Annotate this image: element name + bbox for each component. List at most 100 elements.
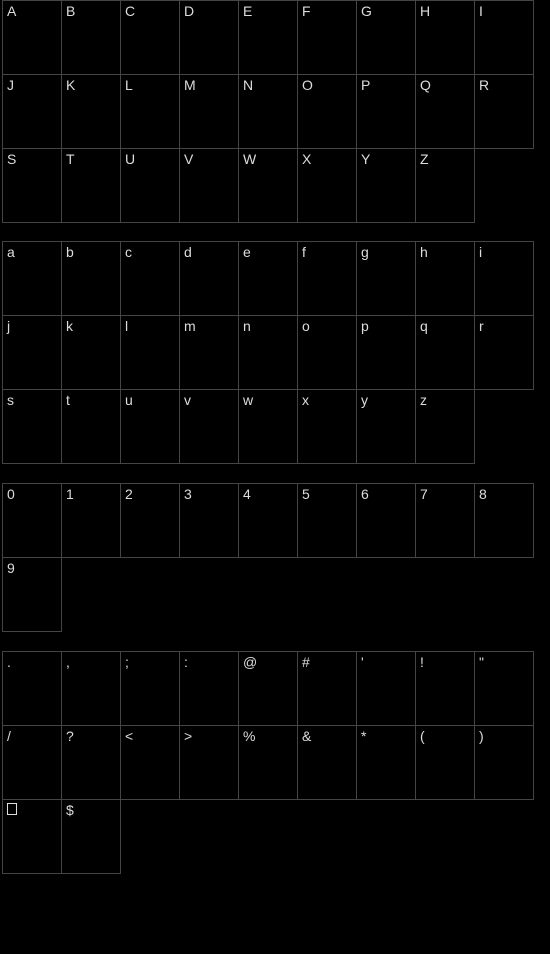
glyph-label: Q [420,78,431,92]
glyph-label: g [361,245,369,259]
glyph-cell: 4 [238,483,298,558]
glyph-cell: $ [61,799,121,874]
glyph-label: d [184,245,192,259]
glyph-cell: e [238,241,298,316]
glyph-cell: t [61,389,121,464]
glyph-cell: / [2,725,62,800]
glyph-label: . [7,655,11,669]
glyph-label: i [479,245,482,259]
glyph-cell: M [179,74,239,149]
glyph-cell: a [2,241,62,316]
glyph-label: 3 [184,487,192,501]
glyph-cell: C [120,0,180,75]
glyph-label: N [243,78,253,92]
glyph-label: j [7,319,10,333]
glyph-cell: G [356,0,416,75]
glyph-label: S [7,152,16,166]
glyph-cell: 0 [2,483,62,558]
glyph-cell: & [297,725,357,800]
glyph-cell: J [2,74,62,149]
glyph-cell: " [474,651,534,726]
glyph-label: b [66,245,74,259]
glyph-cell: 2 [120,483,180,558]
missing-glyph-icon [7,803,17,815]
glyph-cell: 6 [356,483,416,558]
glyph-cell: S [2,148,62,223]
glyph-label: J [7,78,14,92]
glyph-cell: w [238,389,298,464]
glyph-cell: ( [415,725,475,800]
glyph-cell: F [297,0,357,75]
glyph-label: 8 [479,487,487,501]
glyph-label: f [302,245,306,259]
glyph-label: U [125,152,135,166]
glyph-cell: v [179,389,239,464]
glyph-label: 9 [7,561,15,575]
glyph-cell: 1 [61,483,121,558]
glyph-label: F [302,4,311,18]
glyph-label: " [479,655,484,669]
glyph-label: ( [420,729,425,743]
glyph-cell: # [297,651,357,726]
glyph-cell: % [238,725,298,800]
glyph-cell: q [415,315,475,390]
glyph-cell: g [356,241,416,316]
glyph-cell: ; [120,651,180,726]
glyph-label: ; [125,655,129,669]
glyph-label: 1 [66,487,74,501]
uppercase-section: ABCDEFGHIJKLMNOPQRSTUVWXYZ [3,1,543,223]
glyph-label: n [243,319,251,333]
glyph-label: V [184,152,193,166]
glyph-cell: I [474,0,534,75]
glyph-label: p [361,319,369,333]
glyph-cell: W [238,148,298,223]
glyph-cell: N [238,74,298,149]
glyph-cell: > [179,725,239,800]
glyph-cell: . [2,651,62,726]
glyph-label: # [302,655,310,669]
glyph-label: X [302,152,311,166]
glyph-label: z [420,393,427,407]
glyph-cell: 9 [2,557,62,632]
glyph-cell: T [61,148,121,223]
glyph-cell: U [120,148,180,223]
glyph-label: G [361,4,372,18]
glyph-cell: O [297,74,357,149]
glyph-label: e [243,245,251,259]
glyph-label: > [184,729,192,743]
glyph-cell: ' [356,651,416,726]
glyph-cell: m [179,315,239,390]
glyph-cell: Y [356,148,416,223]
glyph-cell: p [356,315,416,390]
glyph-label: l [125,319,128,333]
glyph-cell: x [297,389,357,464]
glyph-label: s [7,393,14,407]
glyph-label: K [66,78,75,92]
glyph-cell: ! [415,651,475,726]
glyph-label: c [125,245,132,259]
glyph-cell: L [120,74,180,149]
glyph-cell: u [120,389,180,464]
glyph-label: R [479,78,489,92]
glyph-label: u [125,393,133,407]
glyph-label: < [125,729,133,743]
glyph-cell: Q [415,74,475,149]
digits-section: 0123456789 [3,484,543,632]
glyph-label: k [66,319,73,333]
glyph-label: C [125,4,135,18]
glyph-label: E [243,4,252,18]
glyph-label [7,803,17,817]
glyph-cell: ? [61,725,121,800]
glyph-cell: z [415,389,475,464]
glyph-cell: 5 [297,483,357,558]
glyph-label: 2 [125,487,133,501]
glyph-label: w [243,393,253,407]
glyph-cell: , [61,651,121,726]
glyph-label: M [184,78,196,92]
glyph-cell: B [61,0,121,75]
glyph-cell: y [356,389,416,464]
glyph-label: Y [361,152,370,166]
glyph-cell [2,799,62,874]
glyph-label: 0 [7,487,15,501]
glyph-label: 4 [243,487,251,501]
